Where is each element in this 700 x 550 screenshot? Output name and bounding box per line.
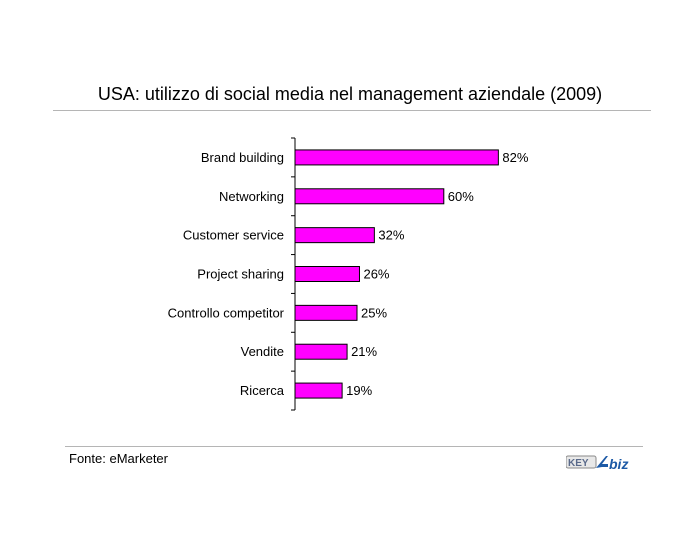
data-label: 26% bbox=[363, 267, 389, 282]
category-label: Project sharing bbox=[197, 267, 284, 282]
bar bbox=[294, 304, 358, 321]
bar bbox=[294, 188, 445, 205]
svg-text:KEY: KEY bbox=[568, 458, 589, 469]
data-label: 60% bbox=[448, 189, 474, 204]
category-label: Networking bbox=[219, 189, 284, 204]
category-label: Customer service bbox=[183, 228, 284, 243]
data-label: 32% bbox=[378, 228, 404, 243]
bar bbox=[294, 227, 375, 244]
bar bbox=[294, 382, 343, 399]
bar bbox=[294, 149, 499, 166]
data-label: 25% bbox=[361, 305, 387, 320]
data-label: 21% bbox=[351, 344, 377, 359]
category-label: Brand building bbox=[201, 150, 284, 165]
source-note: Fonte: eMarketer bbox=[69, 451, 168, 466]
key4biz-logo: KEY biz bbox=[566, 455, 628, 472]
category-label: Controllo competitor bbox=[168, 305, 285, 320]
svg-text:biz: biz bbox=[609, 456, 628, 472]
data-label: 19% bbox=[346, 383, 372, 398]
category-label: Ricerca bbox=[240, 383, 285, 398]
bar bbox=[294, 266, 360, 282]
bottom-divider bbox=[65, 446, 643, 447]
category-label: Vendite bbox=[241, 344, 284, 359]
chart-title: USA: utilizzo di social media nel manage… bbox=[97, 84, 603, 104]
top-divider bbox=[53, 110, 651, 111]
bar bbox=[294, 343, 348, 360]
data-label: 82% bbox=[502, 150, 528, 165]
